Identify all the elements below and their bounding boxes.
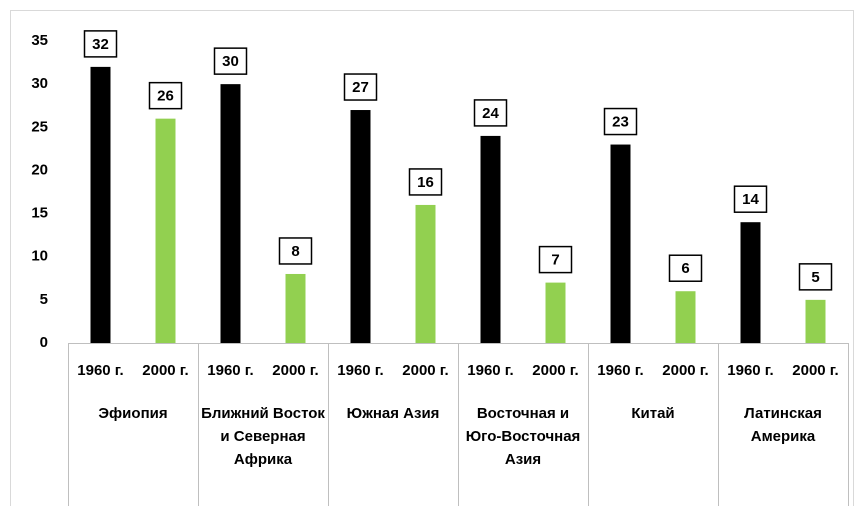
value-label-box	[278, 237, 313, 265]
value-label: 26	[157, 88, 174, 105]
sub-category-label: 1960 г.	[77, 362, 123, 379]
y-tick-label: 30	[31, 75, 48, 92]
sub-category-label: 2000 г.	[532, 362, 578, 379]
sub-category-label: 2000 г.	[402, 362, 448, 379]
sub-category-label: 1960 г.	[597, 362, 643, 379]
sub-category-label: 2000 г.	[792, 362, 838, 379]
value-label-box	[408, 168, 443, 196]
category-label: Восточная и Юго-Восточная Азия	[465, 405, 581, 468]
sub-category-label: 1960 г.	[337, 362, 383, 379]
sub-category-label: 1960 г.	[207, 362, 253, 379]
bar	[350, 110, 371, 344]
category-label: Эфиопия	[98, 405, 168, 422]
value-label: 30	[222, 53, 239, 70]
value-label-box	[343, 73, 378, 101]
value-label-box	[603, 107, 638, 136]
y-tick-label: 15	[31, 205, 48, 222]
y-tick-label: 25	[31, 118, 48, 135]
y-tick-label: 20	[31, 161, 48, 178]
category-label: Китай	[631, 405, 675, 422]
category-label: Ближний Восток и Северная Африка	[201, 405, 325, 468]
bar	[610, 144, 631, 343]
value-label: 8	[291, 243, 299, 260]
chart-border	[10, 10, 854, 506]
value-label: 14	[742, 191, 759, 208]
value-label-box	[538, 245, 573, 274]
bar	[90, 66, 111, 343]
y-tick-label: 35	[31, 32, 48, 49]
bar	[740, 222, 761, 343]
y-tick-label: 10	[31, 248, 48, 265]
value-label-box	[213, 47, 248, 75]
value-label: 16	[417, 174, 434, 191]
y-tick-label: 5	[40, 291, 48, 308]
bar	[285, 273, 306, 343]
value-label: 5	[811, 269, 819, 286]
value-label: 24	[482, 105, 499, 122]
value-label-box	[473, 99, 508, 127]
value-label-box	[798, 263, 833, 291]
bar	[545, 282, 566, 343]
value-label: 27	[352, 79, 369, 96]
bar	[220, 84, 241, 344]
value-label-box	[733, 185, 768, 213]
sub-category-label: 1960 г.	[467, 362, 513, 379]
sub-category-label: 2000 г.	[272, 362, 318, 379]
value-label: 23	[612, 114, 629, 131]
category-label: Южная Азия	[346, 405, 440, 422]
value-label-box	[668, 254, 703, 282]
sub-category-label: 1960 г.	[727, 362, 773, 379]
value-label: 6	[681, 260, 689, 277]
bar	[155, 118, 176, 344]
value-label: 32	[92, 36, 109, 53]
sub-category-label: 2000 г.	[662, 362, 708, 379]
bar	[415, 204, 436, 343]
value-label-box	[148, 81, 183, 110]
bar	[675, 291, 696, 343]
sub-category-label: 2000 г.	[142, 362, 188, 379]
value-label-box	[83, 30, 118, 58]
y-tick-label: 0	[40, 334, 48, 351]
bar	[805, 299, 826, 343]
bar	[480, 135, 501, 343]
value-label: 7	[551, 252, 559, 269]
category-label: Латинская Америка	[744, 405, 822, 445]
